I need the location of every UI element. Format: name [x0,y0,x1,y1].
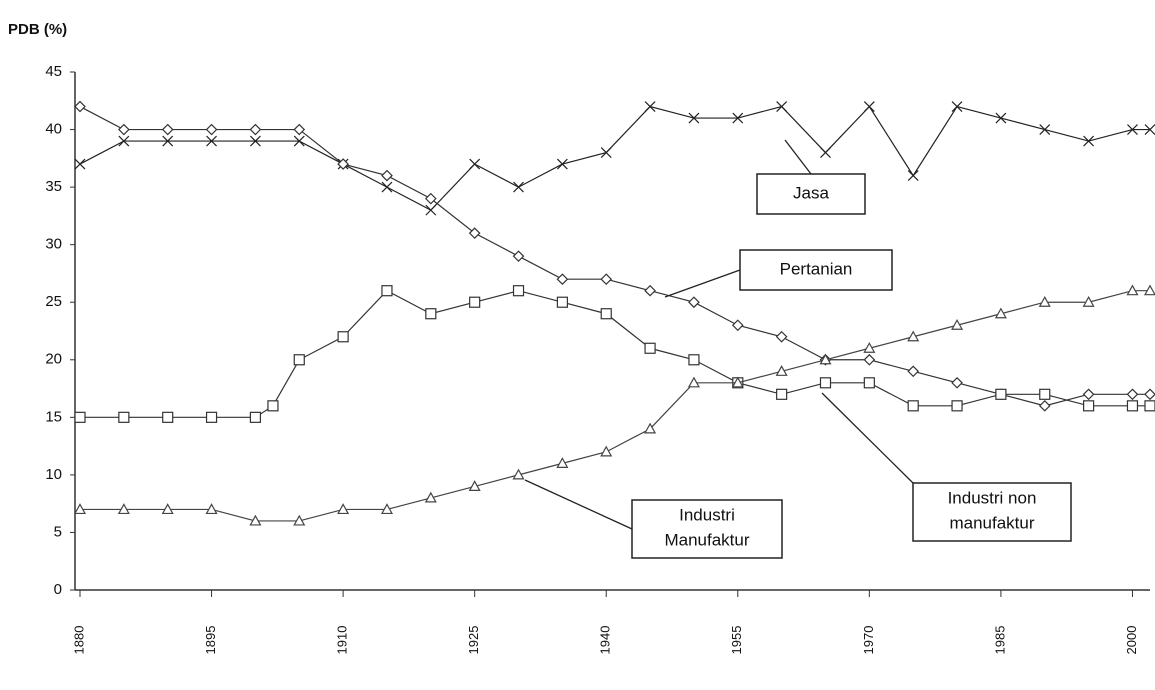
marker [645,286,655,296]
marker [820,378,830,388]
y-axis-label: PDB (%) [8,21,67,38]
marker [777,332,787,342]
marker [1145,389,1155,399]
annotation-text: Manufaktur [664,530,749,549]
marker [864,378,874,388]
marker [1127,389,1137,399]
marker [557,274,567,284]
marker [908,171,918,181]
marker [250,412,260,422]
marker [777,102,787,112]
marker [601,148,611,158]
marker [514,182,524,192]
marker [1145,401,1155,411]
marker [908,401,918,411]
marker [75,159,85,169]
marker [1084,389,1094,399]
y-tick-label: 10 [45,466,62,483]
marker [119,125,129,135]
marker [645,102,655,112]
marker [952,102,962,112]
annotation-arrow [785,140,811,174]
marker [864,102,874,112]
marker [557,159,567,169]
marker [601,274,611,284]
x-tick-label: 1955 [729,626,744,655]
annotation-text: Jasa [793,183,829,202]
y-tick-label: 25 [45,293,62,310]
x-tick-label: 1895 [203,626,218,655]
chart: PDB (%) 0 5 10 15 20 25 30 35 40 45 1880 1895 1910 19… [0,0,1155,690]
marker [1040,389,1050,399]
marker [689,355,699,365]
y-tick-label: 45 [45,63,62,80]
marker [820,148,830,158]
annotation-arrow [822,393,913,483]
marker [1084,136,1094,146]
marker [163,125,173,135]
marker [426,309,436,319]
marker [689,297,699,307]
marker [557,297,567,307]
marker [163,412,173,422]
y-tick-label: 20 [45,351,62,368]
x-tick-label: 1880 [71,626,86,655]
x-tick-label: 1940 [598,626,613,655]
marker [514,286,524,296]
annotation-text: Industri [679,505,735,524]
x-tick-label: 1925 [466,626,481,655]
marker [250,125,260,135]
x-tick-label: 2000 [1124,626,1139,655]
marker [908,366,918,376]
marker [996,113,1006,123]
y-tick-label: 40 [45,121,62,138]
marker [1127,401,1137,411]
annotation-arrow [665,270,740,297]
x-tick-label: 1910 [335,626,350,655]
series-line [80,107,1150,406]
y-tick-label: 15 [45,408,62,425]
marker [952,378,962,388]
marker [777,389,787,399]
marker [470,159,480,169]
marker [294,355,304,365]
marker [75,412,85,422]
y-tick-label: 30 [45,236,62,253]
marker [207,412,217,422]
marker [207,125,217,135]
y-tick-label: 5 [54,523,62,540]
marker [119,412,129,422]
marker [601,309,611,319]
y-tick-label: 0 [54,581,62,598]
annotation-text: Industri non [948,488,1037,507]
marker [601,447,611,456]
x-tick-label: 1970 [861,626,876,655]
marker [268,401,278,411]
marker [1040,125,1050,135]
annotation-text: Pertanian [780,259,853,278]
marker [864,355,874,365]
marker [1084,401,1094,411]
marker [996,389,1006,399]
x-tick-label: 1985 [992,626,1007,655]
marker [952,401,962,411]
marker [645,343,655,353]
marker [382,286,392,296]
marker [382,182,392,192]
marker [514,251,524,261]
page: {"chart_data": {"type": "line", "y_label… [0,0,1155,690]
marker [382,171,392,181]
marker [338,332,348,342]
annotation-arrow [525,480,632,529]
marker [75,102,85,112]
annotation-text: manufaktur [949,513,1034,532]
marker [426,205,436,215]
series-line [80,291,1150,418]
marker [733,320,743,330]
series-line [80,107,1150,211]
y-tick-label: 35 [45,178,62,195]
marker [470,297,480,307]
marker [1040,401,1050,411]
